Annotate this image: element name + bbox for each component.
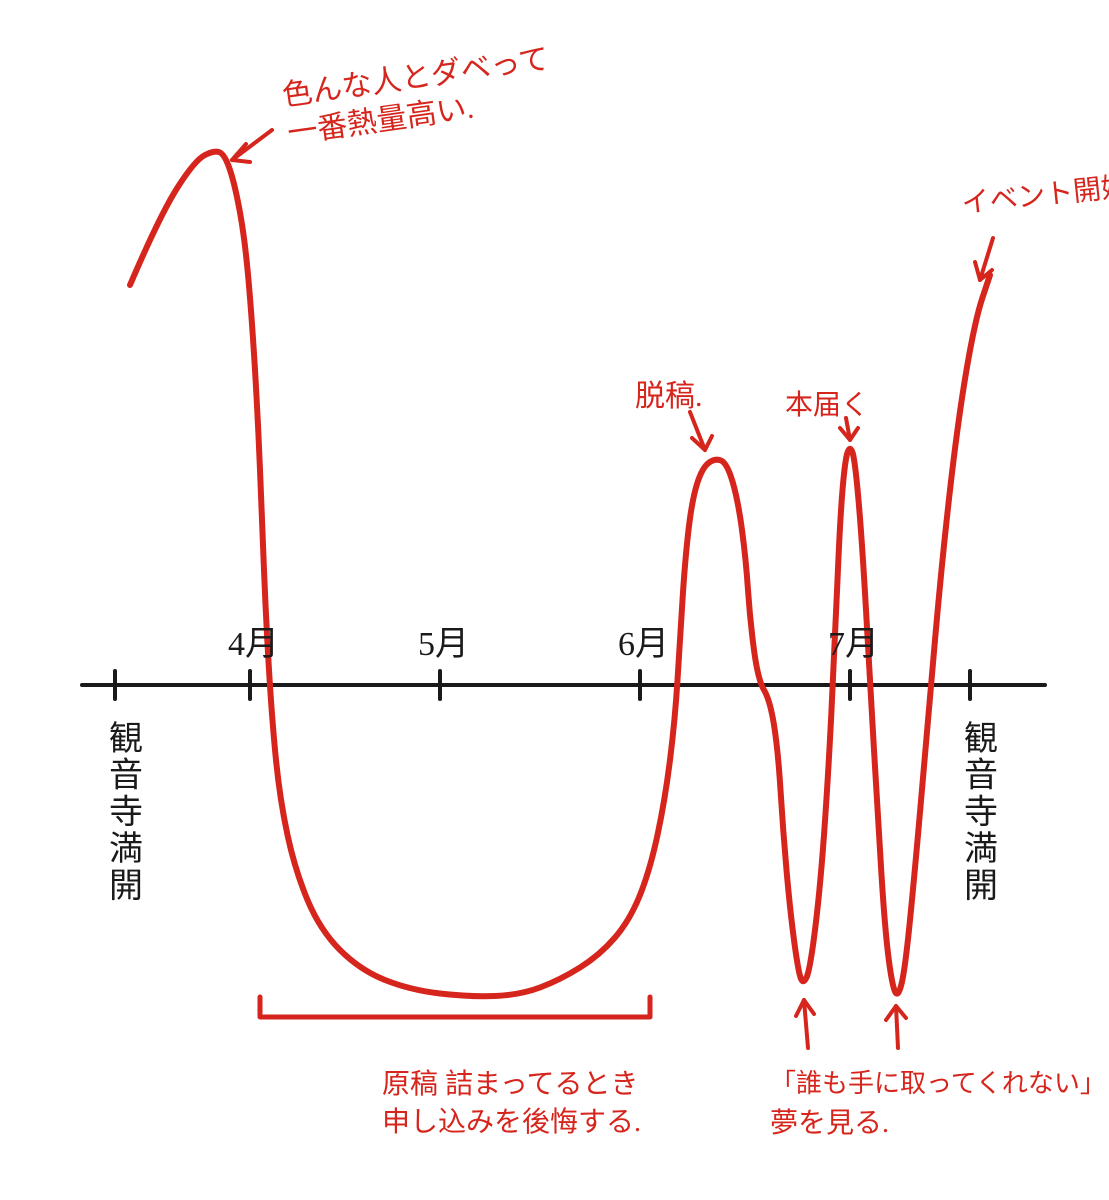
tick-label-7gatsu: 7月 <box>828 624 879 667</box>
ann-dream-1: 「誰も手に取ってくれない」 <box>770 1068 1106 1101</box>
ann-regret-2: 申し込みを後悔する. <box>382 1105 641 1140</box>
chart-svg <box>0 0 1109 1200</box>
ann-regret-1: 原稿 詰まってるとき <box>382 1067 638 1102</box>
tick-label-5gatsu: 5月 <box>418 624 469 667</box>
ann-hon: 本届く <box>785 388 869 423</box>
trough-bracket <box>260 997 650 1017</box>
mood-curve <box>130 152 990 997</box>
tick-label-6gatsu: 6月 <box>618 624 669 667</box>
ann-dakko: 脱稿. <box>635 378 703 416</box>
right-end-label: 観音寺満開 <box>955 720 998 904</box>
tick-label-4gatsu: 4月 <box>228 624 279 667</box>
chart-canvas: 4月 5月 6月 7月 観音寺満開 観音寺満開 色んな人とダベって 一番熱量高い… <box>0 0 1109 1200</box>
arrow-dip2 <box>896 1006 898 1048</box>
ann-dream-2: 夢を見る. <box>770 1106 889 1141</box>
left-end-label: 観音寺満開 <box>100 720 143 904</box>
